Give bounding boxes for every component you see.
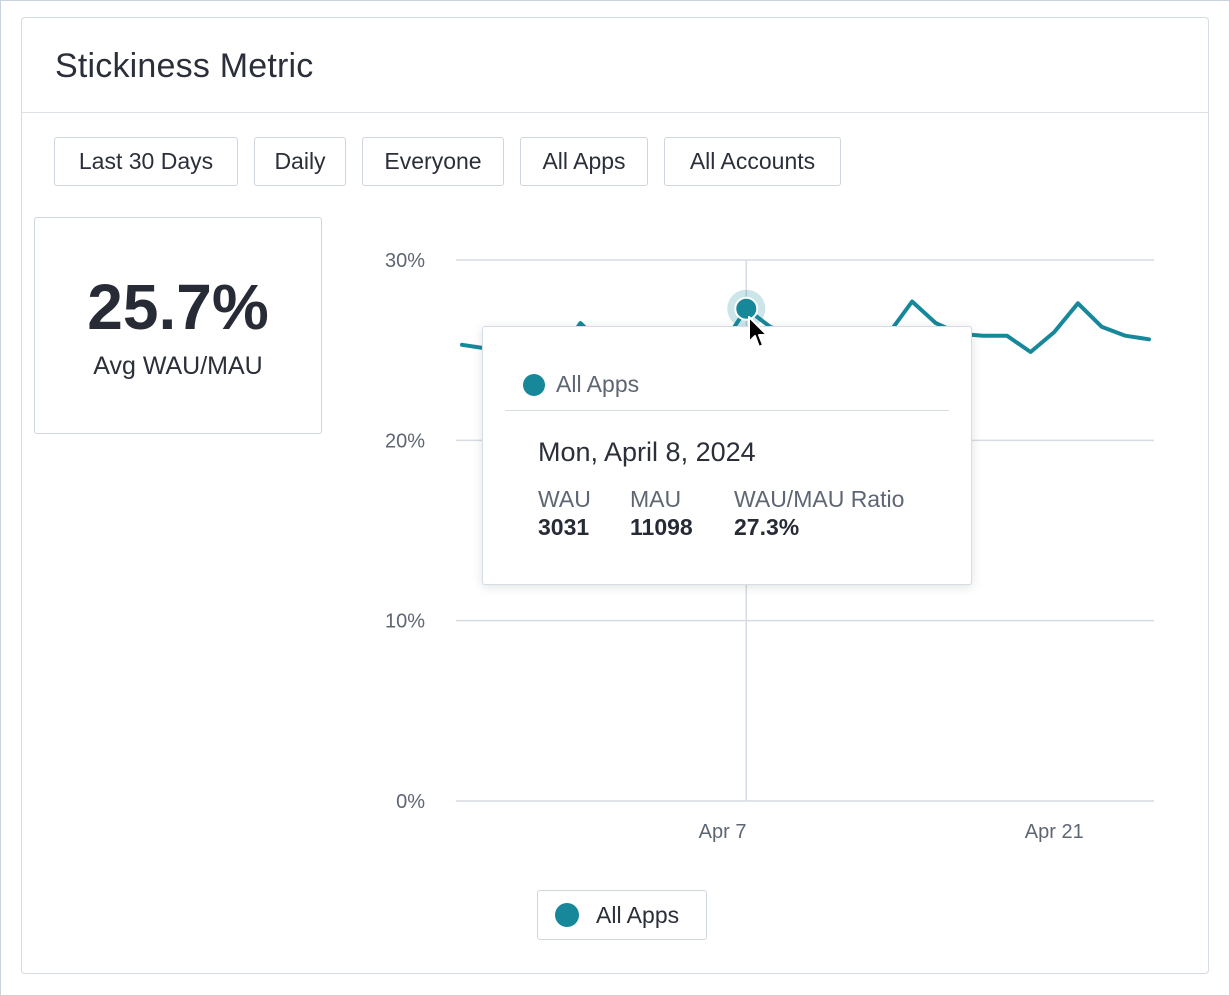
account-filter[interactable]: All Accounts [664,137,841,186]
legend-dot-icon [555,903,579,927]
x-tick-label: Apr 7 [699,821,747,843]
tooltip-wau-value: 3031 [538,514,590,540]
mouse-pointer-icon [748,316,768,348]
kpi-value: 25.7% [87,271,269,343]
series-dot-icon [523,373,545,396]
chart-tooltip: All Apps Mon, April 8, 2024 WAU 3031 MAU… [482,326,972,585]
tooltip-series: All Apps [523,371,639,398]
y-tick-label: 0% [396,791,425,813]
legend-label: All Apps [596,901,680,928]
y-tick-label: 20% [385,430,425,452]
segment-filter[interactable]: Everyone [362,137,504,186]
tooltip-ratio: WAU/MAU Ratio 27.3% [734,485,904,541]
card-title: Stickiness Metric [55,47,314,85]
tooltip-mau-value: 11098 [630,514,693,540]
y-tick-label: 10% [385,611,425,633]
interval-filter[interactable]: Daily [254,137,346,186]
kpi-label: Avg WAU/MAU [93,352,263,380]
date-range-filter[interactable]: Last 30 Days [54,137,238,186]
y-tick-label: 30% [385,250,425,272]
tooltip-wau-label: WAU [538,486,591,512]
tooltip-mau: MAU 11098 [630,485,693,541]
tooltip-ratio-value: 27.3% [734,514,800,540]
legend-item-all-apps[interactable]: All Apps [537,890,707,940]
tooltip-mau-label: MAU [630,486,682,512]
tooltip-date: Mon, April 8, 2024 [538,437,756,467]
tooltip-series-label: All Apps [556,371,640,397]
tooltip-ratio-label: WAU/MAU Ratio [734,486,905,512]
tooltip-divider [505,410,949,411]
x-tick-label: Apr 21 [1025,821,1084,843]
hover-point [734,296,759,321]
tooltip-wau: WAU 3031 [538,485,591,541]
kpi-tile: 25.7% Avg WAU/MAU [34,217,322,434]
card-header: Stickiness Metric [22,18,1208,113]
app-filter[interactable]: All Apps [520,137,648,186]
